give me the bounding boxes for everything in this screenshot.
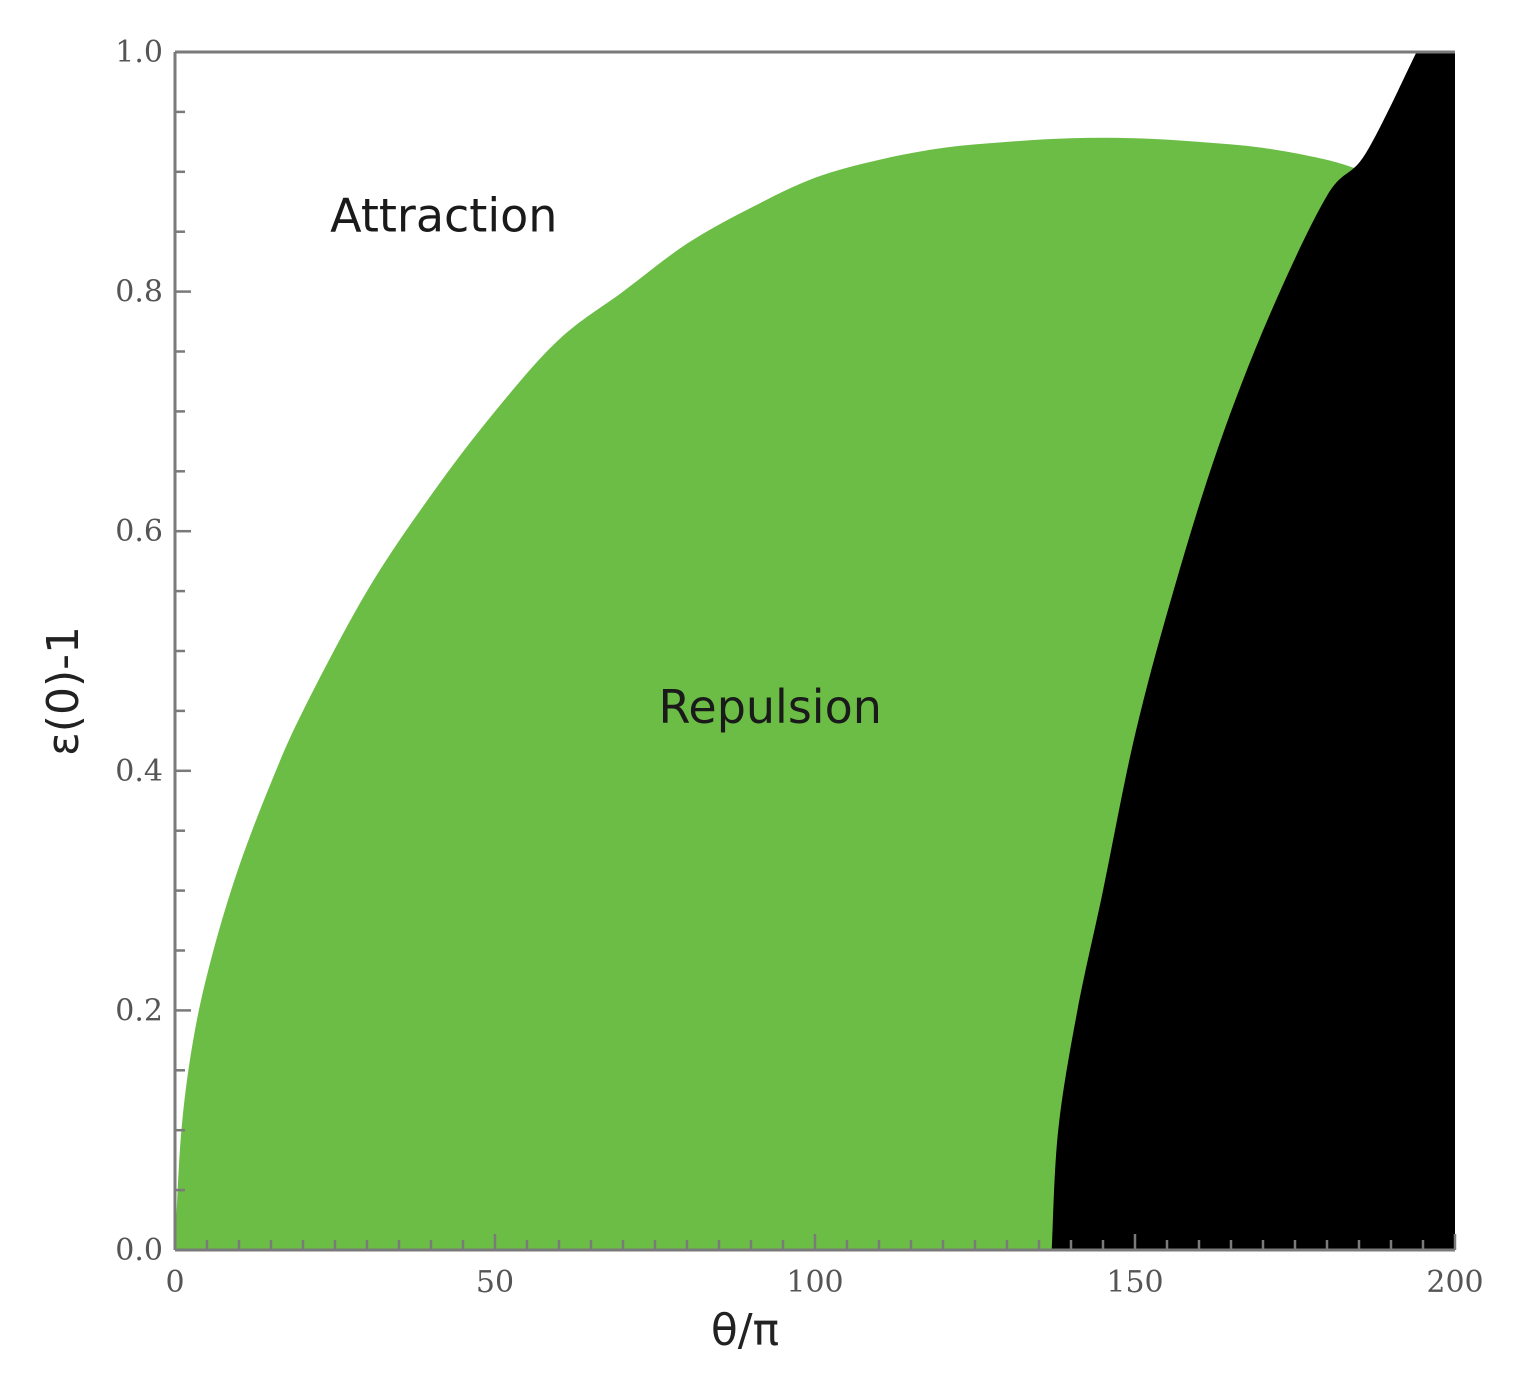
y-tick-label: 0.4 — [115, 754, 163, 789]
y-tick-label: 0.8 — [115, 275, 163, 310]
y-axis-title: ε(0)-1 — [38, 626, 89, 756]
forbidden-region — [1051, 52, 1455, 1250]
repulsion-region — [175, 137, 1366, 1250]
x-tick-label: 150 — [1106, 1265, 1163, 1300]
plot-regions — [175, 52, 1455, 1250]
x-tick-label: 50 — [476, 1265, 514, 1300]
repulsion-label: Repulsion — [659, 680, 882, 734]
attraction-label: Attraction — [330, 189, 557, 243]
y-tick-label: 0.6 — [115, 514, 163, 549]
y-tick-label: 1.0 — [115, 35, 163, 70]
y-tick-label: 0.2 — [115, 993, 163, 1028]
labels: 0 50 100 150 200 0.0 0.2 0.4 0.6 0.8 1.0 θ/π ε(0)-1 A… — [38, 35, 1484, 1356]
y-tick-label: 0.0 — [115, 1233, 163, 1268]
ticks — [173, 50, 1457, 1252]
x-tick-label: 0 — [165, 1265, 184, 1300]
x-tick-label: 100 — [786, 1265, 843, 1300]
x-tick-label: 200 — [1426, 1265, 1483, 1300]
x-axis-title: θ/π — [711, 1305, 779, 1356]
